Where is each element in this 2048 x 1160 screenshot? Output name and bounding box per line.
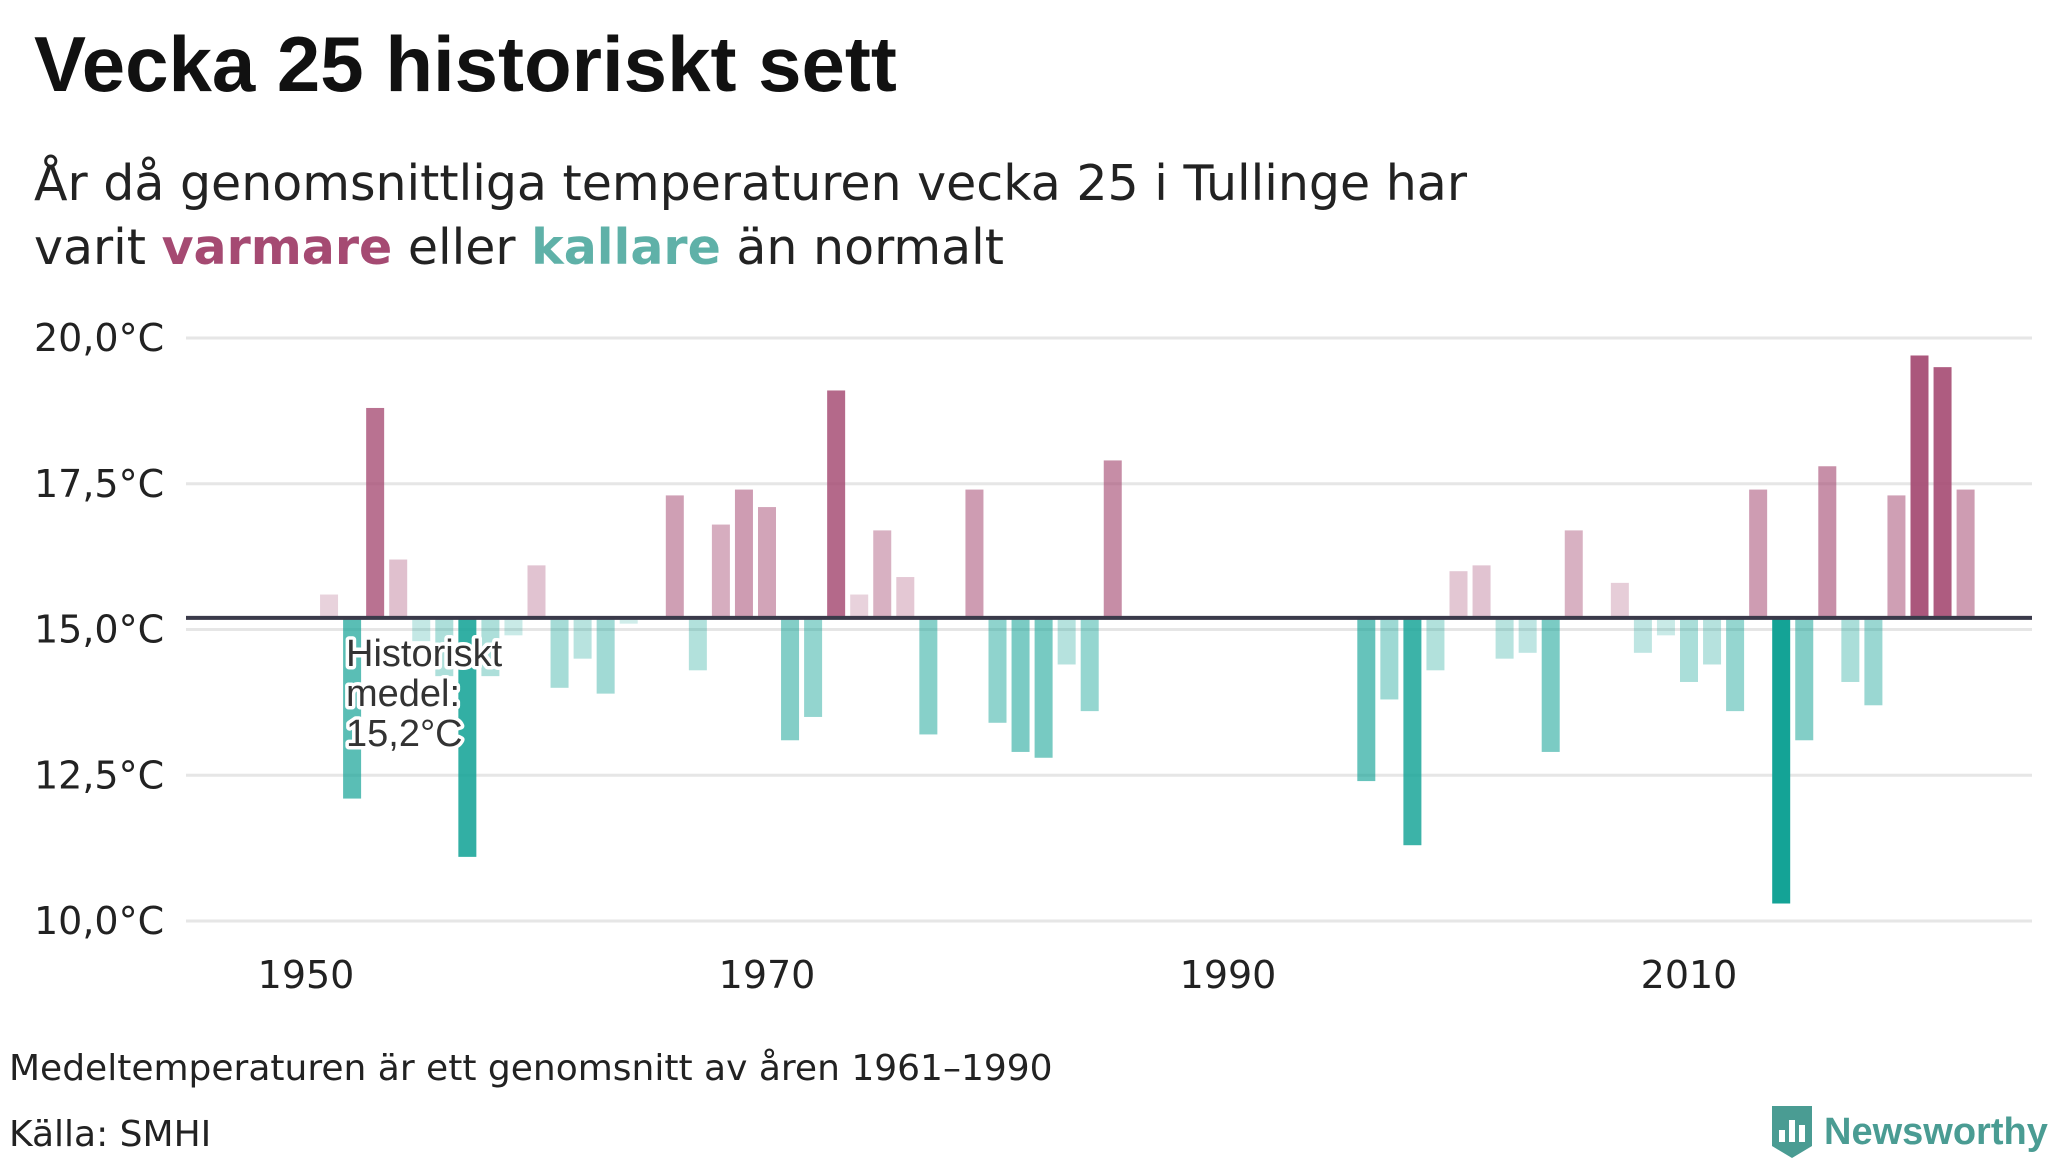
bar-1972 <box>804 617 823 717</box>
y-tick-label-0: 20,0°C <box>34 316 164 360</box>
bar-1981 <box>1011 617 1030 752</box>
bar-1982 <box>1034 617 1053 758</box>
subtitle-post: än normalt <box>720 219 1004 276</box>
bar-1985 <box>1103 460 1122 618</box>
y-tick-label-2: 15,0°C <box>34 608 164 652</box>
bar-1964 <box>619 617 638 624</box>
bar-2016 <box>1818 466 1837 618</box>
y-tick-label-4: 10,0°C <box>34 899 164 943</box>
bar-1957 <box>458 617 477 857</box>
bar-1956 <box>435 617 454 677</box>
bar-2010 <box>1680 617 1698 682</box>
warm-word: varmare <box>161 219 393 276</box>
bar-1974 <box>850 594 869 618</box>
bar-1984 <box>1080 617 1099 712</box>
bar-1963 <box>596 617 615 694</box>
bar-2013 <box>1749 489 1768 618</box>
subtitle-pre: varit <box>34 219 162 276</box>
bar-1960 <box>527 565 546 618</box>
chart-title: Vecka 25 historiskt sett <box>34 20 897 108</box>
logo-text: Newsworthy <box>1824 1110 2048 1153</box>
bar-1952 <box>343 617 362 799</box>
bar-1954 <box>389 559 408 618</box>
y-tick-label-1: 17,5°C <box>34 462 164 506</box>
cold-word: kallare <box>531 219 721 276</box>
bar-1959 <box>504 617 523 636</box>
bar-1951 <box>320 594 339 618</box>
bar-1980 <box>988 617 1007 723</box>
bar-1962 <box>573 617 592 659</box>
bar-1955 <box>412 617 431 642</box>
bar-1976 <box>896 577 915 618</box>
bar-1971 <box>781 617 800 741</box>
bar-1979 <box>965 489 984 618</box>
bar-1967 <box>688 617 707 671</box>
bar-2020 <box>1910 355 1929 618</box>
subtitle-line-1: År då genomsnittliga temperaturen vecka … <box>34 155 1467 212</box>
bars <box>320 355 1975 904</box>
annotation-line-0: Historiskt <box>346 633 503 675</box>
bar-2017 <box>1841 617 1860 682</box>
bar-2002 <box>1495 617 1514 659</box>
x-tick-label-0: 1950 <box>258 953 355 997</box>
bar-2001 <box>1472 565 1491 618</box>
subtitle-mid: eller <box>392 219 532 276</box>
x-axis-labels: 1950 1970 1990 2010 <box>258 953 1738 997</box>
x-tick-label-2: 1990 <box>1180 953 1277 997</box>
bar-2019 <box>1887 495 1906 618</box>
y-tick-label-3: 12,5°C <box>34 753 164 797</box>
chart-subtitle: År då genomsnittliga temperaturen vecka … <box>34 152 1467 280</box>
bar-2004 <box>1541 617 1560 752</box>
bar-1996 <box>1357 617 1376 782</box>
bar-1968 <box>711 524 730 618</box>
grid-lines <box>186 336 2032 923</box>
subtitle-line-2: varit varmare eller kallare än normalt <box>34 216 1467 280</box>
temperature-bar-chart: 20,0°C17,5°C15,0°C12,5°C10,0°C 1950 1970 1… <box>34 316 2032 997</box>
newsworthy-logo-icon <box>1772 1106 1812 1158</box>
bar-2009 <box>1656 617 1675 636</box>
bar-1969 <box>734 489 753 618</box>
bar-1958 <box>481 617 500 677</box>
bar-1997 <box>1380 617 1399 700</box>
annotation-line-2: 15,2°C <box>346 713 463 755</box>
bar-2012 <box>1726 617 1745 712</box>
bar-2000 <box>1449 571 1468 618</box>
annotation-line-1: medel: <box>346 673 460 715</box>
bar-2005 <box>1564 530 1583 618</box>
bar-1977 <box>919 617 938 735</box>
bar-1966 <box>665 495 684 618</box>
bar-2007 <box>1610 582 1629 618</box>
bar-1970 <box>758 507 776 618</box>
bar-1953 <box>366 407 385 618</box>
bar-2021 <box>1933 367 1952 618</box>
x-tick-label-1: 1970 <box>719 953 816 997</box>
newsworthy-logo: Newsworthy <box>1770 1104 2048 1160</box>
source-note: Källa: SMHI <box>9 1114 212 1155</box>
bar-1973 <box>827 390 846 618</box>
x-tick-label-3: 2010 <box>1641 953 1738 997</box>
bar-2022 <box>1956 489 1975 618</box>
bar-1975 <box>873 530 892 618</box>
bar-1983 <box>1057 617 1076 665</box>
bar-2008 <box>1633 617 1652 653</box>
bar-2003 <box>1518 617 1537 653</box>
bar-2015 <box>1795 617 1814 741</box>
bar-2018 <box>1864 617 1883 706</box>
bar-2011 <box>1703 617 1722 665</box>
bar-1999 <box>1426 617 1445 671</box>
bar-1961 <box>550 617 569 688</box>
y-axis-labels: 20,0°C 17,5°C 15,0°C 12,5°C 10,0°C <box>34 316 164 943</box>
footnote: Medeltemperaturen är ett genomsnitt av å… <box>9 1048 1053 1089</box>
bar-2014 <box>1772 617 1791 904</box>
bar-1998 <box>1403 617 1422 846</box>
